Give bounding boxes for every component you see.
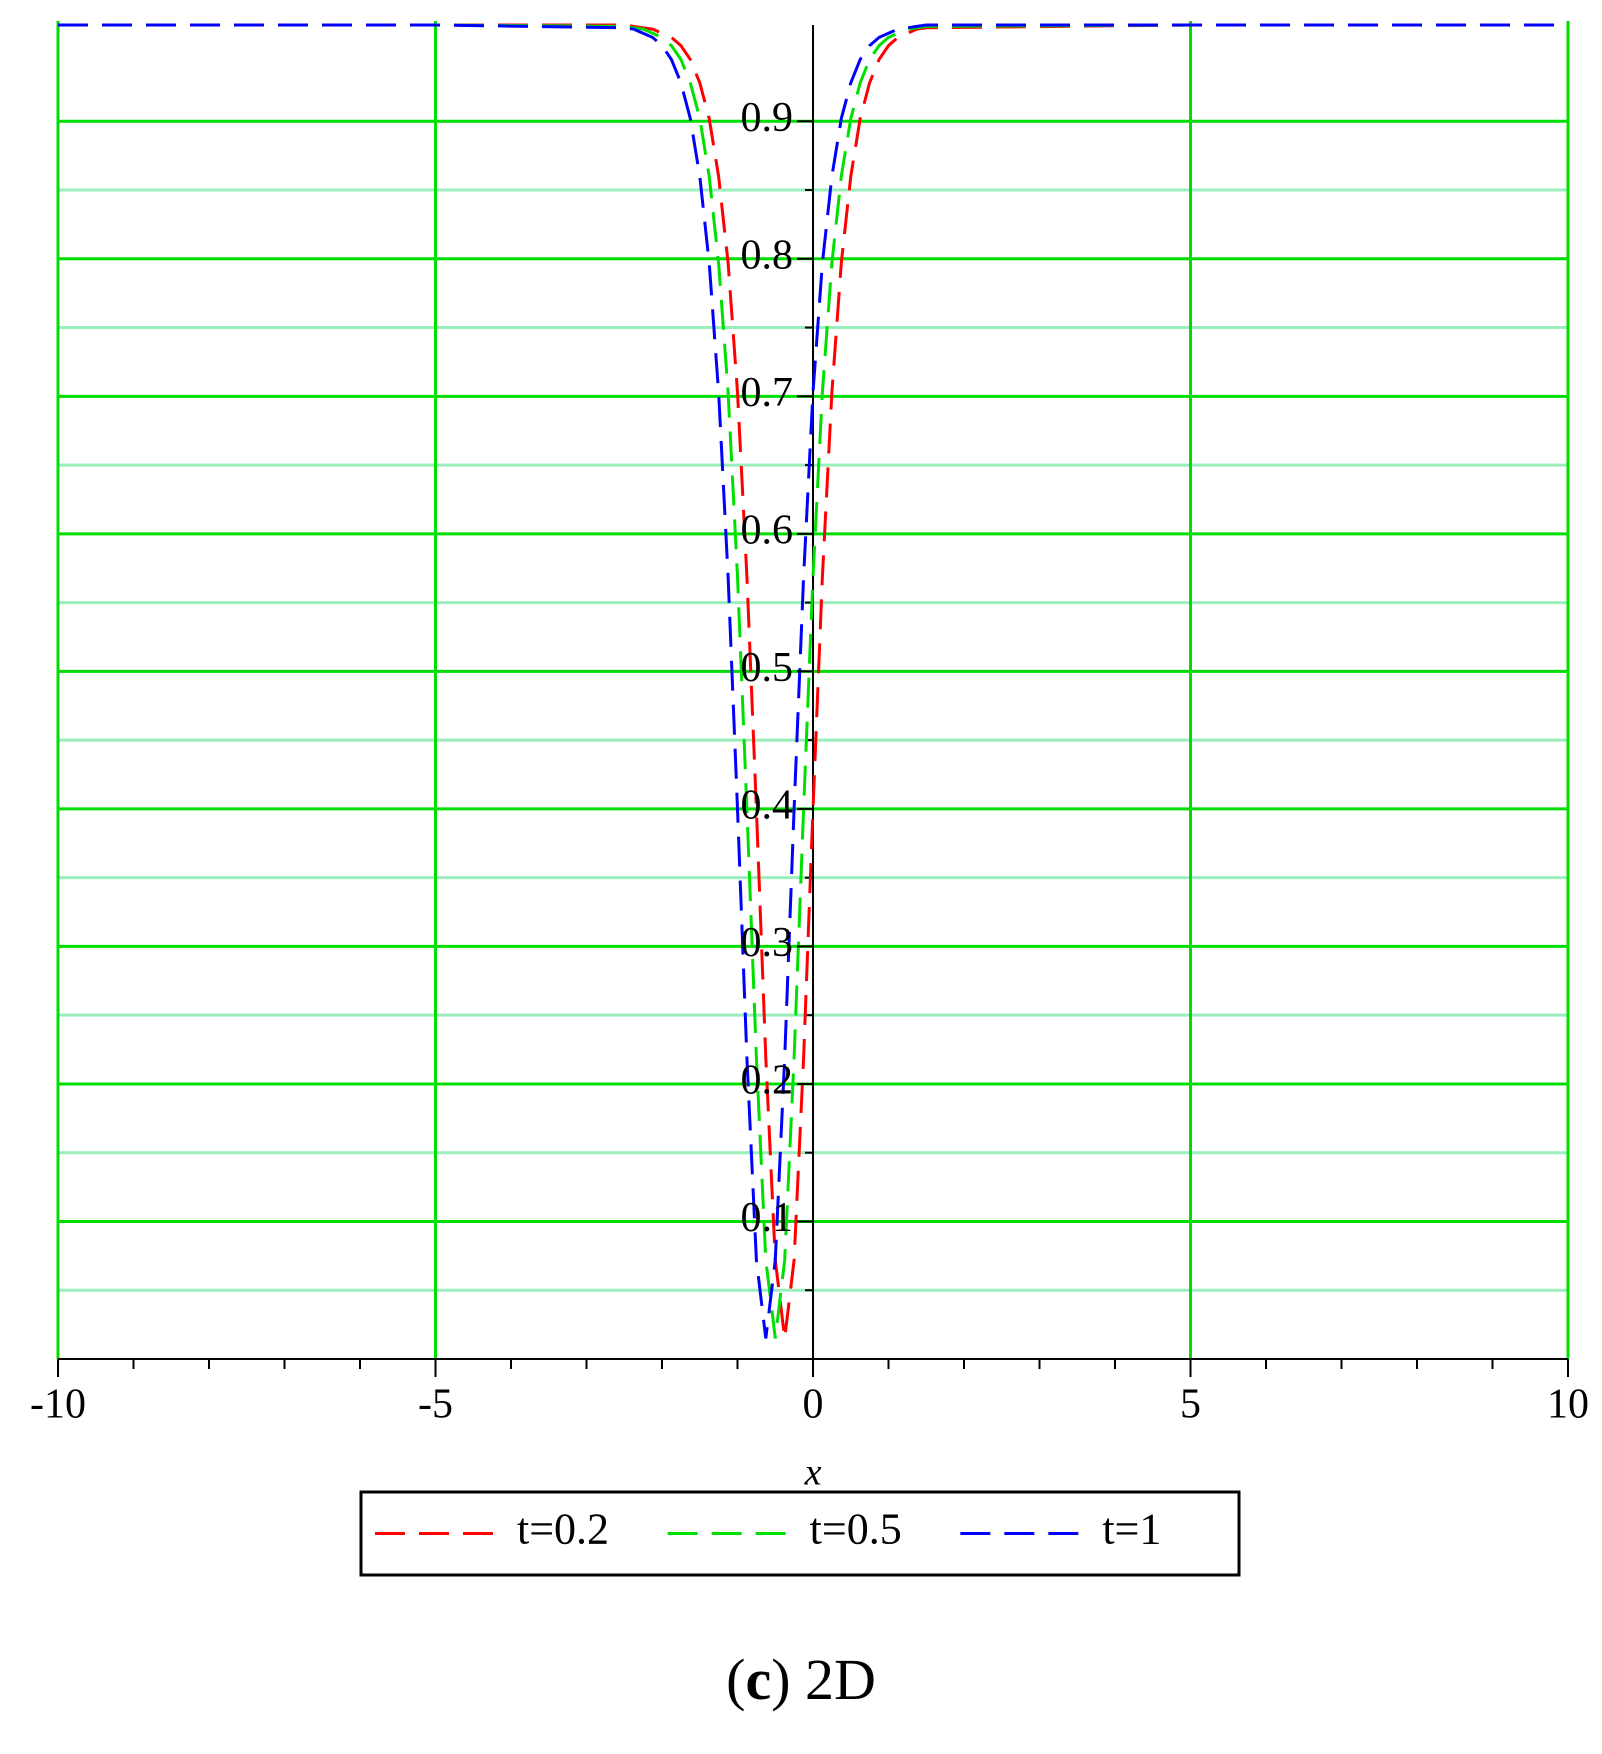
y-tick-label: 0.1	[741, 1195, 794, 1241]
caption-text: ) 2D	[771, 1647, 876, 1712]
legend-box	[359, 1490, 1241, 1577]
x-tick-label: -10	[30, 1382, 86, 1428]
legend-label: t=0.2	[517, 1505, 609, 1554]
y-tick-label: 0.6	[741, 507, 794, 553]
y-tick-label: 0.2	[741, 1058, 794, 1104]
x-tick-label: -5	[418, 1382, 453, 1428]
legend-label: t=1	[1102, 1505, 1161, 1554]
y-tick-label: 0.9	[741, 95, 794, 141]
x-tick-label: 0	[803, 1382, 824, 1428]
caption-open: (	[726, 1647, 745, 1712]
y-tick-label: 0.3	[741, 920, 794, 966]
x-tick-label: 5	[1180, 1382, 1201, 1428]
y-tick-label: 0.7	[741, 370, 794, 416]
series-line	[58, 23, 1568, 1339]
series-line	[58, 23, 1568, 1339]
caption: (c) 2D	[726, 1647, 876, 1712]
caption-label: c	[745, 1647, 771, 1712]
x-axis-label: x	[804, 1452, 822, 1494]
legend-label: t=0.5	[810, 1505, 902, 1554]
y-tick-label: 0.5	[741, 645, 794, 691]
x-tick-label: 10	[1547, 1382, 1589, 1428]
y-tick-label: 0.4	[741, 783, 794, 829]
y-tick-label: 0.8	[741, 232, 794, 278]
